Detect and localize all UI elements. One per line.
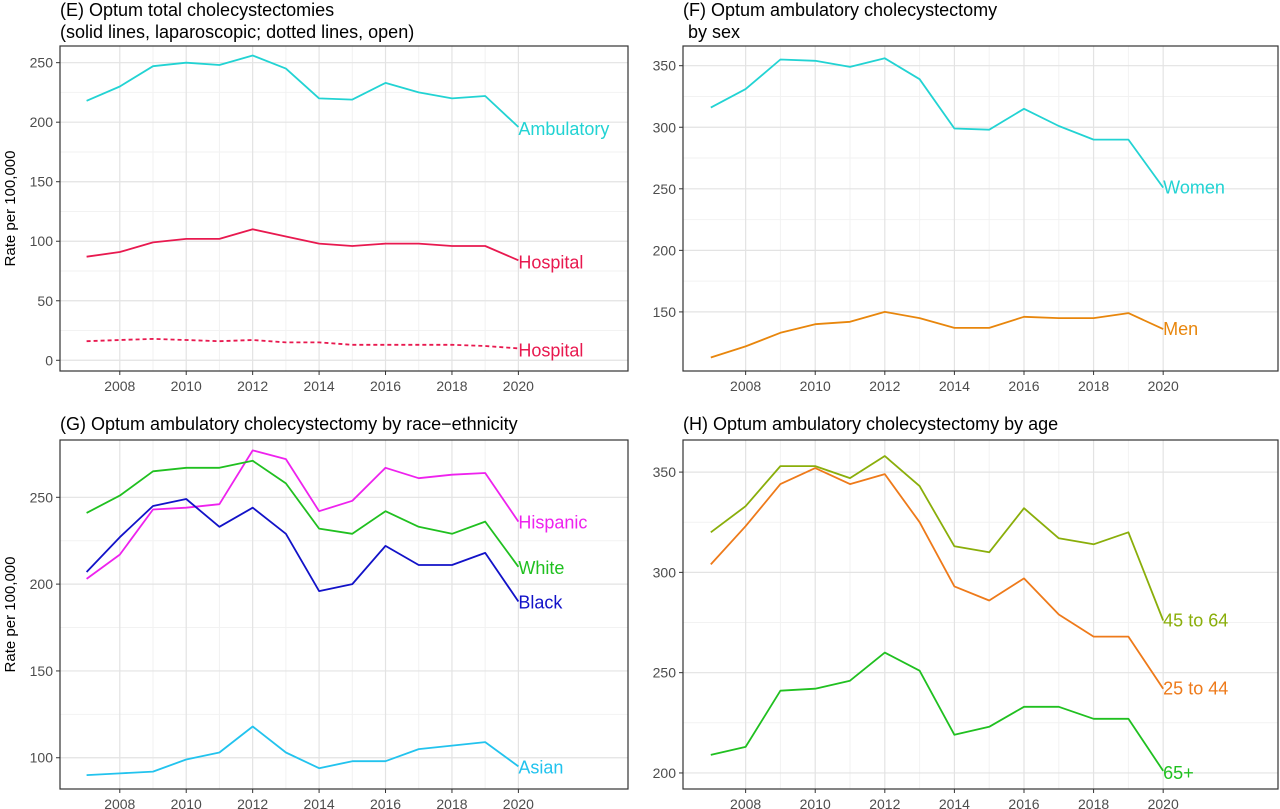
- x-tick-label: 2020: [1148, 796, 1179, 809]
- y-axis-title: Rate per 100,000: [2, 151, 19, 267]
- y-tick-label: 50: [37, 293, 53, 309]
- series-label-65: 65+: [1163, 763, 1194, 783]
- x-tick-label: 2014: [304, 796, 335, 809]
- series-line-hispanic: [86, 449, 520, 580]
- series-line-ambulatory: [86, 54, 520, 128]
- y-tick-label: 150: [30, 663, 54, 679]
- x-tick-label: 2020: [503, 796, 534, 809]
- x-tick-label: 2008: [104, 378, 135, 394]
- series-label-men: Men: [1163, 319, 1198, 339]
- x-tick-label: 2010: [800, 796, 831, 809]
- y-tick-label: 350: [653, 58, 677, 74]
- y-tick-label: 200: [653, 242, 677, 258]
- y-tick-label: 250: [30, 55, 54, 71]
- series-label-ambulatory: Ambulatory: [518, 119, 609, 139]
- y-tick-label: 200: [653, 765, 677, 781]
- y-axis-title: Rate per 100,000: [2, 557, 19, 673]
- series-label-asian: Asian: [518, 757, 563, 777]
- x-tick-label: 2012: [237, 796, 268, 809]
- series-line-black: [85, 498, 520, 603]
- series-line-asian: [86, 725, 519, 776]
- x-tick-label: 2010: [800, 378, 831, 394]
- panel-f-group: 150 200 250 300 350 2008 2010 2012 2014 2016 2018 2…: [653, 45, 1279, 394]
- x-tick-label: 2008: [104, 796, 135, 809]
- x-tick-label: 2018: [1078, 378, 1109, 394]
- panel-e-subtitle: (solid lines, laparoscopic; dotted lines…: [60, 22, 415, 42]
- panel-f-border: [682, 45, 1279, 372]
- x-tick-label: 2018: [436, 796, 467, 809]
- y-tick-label: 150: [653, 304, 677, 320]
- x-tick-label: 2014: [304, 378, 335, 394]
- y-tick-label: 100: [30, 233, 54, 249]
- panel-g-border: [59, 439, 629, 790]
- x-tick-label: 2012: [869, 796, 900, 809]
- x-tick-label: 2014: [939, 378, 970, 394]
- panel-g-title: (G) Optum ambulatory cholecystectomy by …: [60, 414, 518, 434]
- x-tick-label: 2016: [370, 796, 401, 809]
- panel-e-title: (E) Optum total cholecystectomies: [60, 0, 335, 20]
- x-tick-label: 2020: [1148, 378, 1179, 394]
- series-label-white: White: [518, 558, 564, 578]
- x-tick-label: 2008: [730, 796, 761, 809]
- series-line-45-to-64: [710, 455, 1165, 621]
- panel-g-group: 100 150 200 250 2008 2010 2012 2014 2016 2018 2020…: [2, 439, 629, 809]
- series-line-hospital-dotted: [86, 337, 519, 350]
- x-tick-label: 2014: [939, 796, 970, 809]
- series-line-white: [86, 459, 520, 568]
- panel-h-title: (H) Optum ambulatory cholecystectomy by …: [683, 414, 1059, 434]
- panel-h-border: [682, 439, 1279, 790]
- x-tick-label: 2016: [1008, 796, 1039, 809]
- panel-f-subtitle: by sex: [683, 22, 741, 42]
- y-tick-label: 0: [45, 352, 53, 368]
- panel-e-border: [59, 45, 629, 372]
- y-tick-label: 150: [30, 174, 54, 190]
- series-line-hospital: [86, 228, 519, 262]
- x-tick-label: 2012: [237, 378, 268, 394]
- y-tick-label: 100: [30, 750, 54, 766]
- y-tick-label: 200: [30, 114, 54, 130]
- x-tick-label: 2018: [436, 378, 467, 394]
- x-tick-label: 2012: [869, 378, 900, 394]
- y-tick-label: 300: [653, 564, 677, 580]
- y-tick-label: 250: [653, 181, 677, 197]
- y-tick-label: 250: [653, 665, 677, 681]
- series-line-women: [710, 57, 1164, 189]
- panel-e-group: 0 50 100 150 200 250 2008 2010 2012 2014 2016 2018 2…: [2, 45, 629, 394]
- series-label-hospital: Hospital: [518, 252, 583, 272]
- x-tick-label: 2018: [1078, 796, 1109, 809]
- y-tick-label: 200: [30, 576, 54, 592]
- series-line-65: [710, 651, 1164, 772]
- series-label-black: Black: [518, 592, 563, 612]
- y-tick-label: 250: [30, 489, 54, 505]
- y-tick-label: 350: [653, 464, 677, 480]
- x-tick-label: 2008: [730, 378, 761, 394]
- series-label-45-to-64: 45 to 64: [1163, 611, 1228, 631]
- series-line-men: [710, 310, 1164, 359]
- x-tick-label: 2010: [171, 378, 202, 394]
- series-line-25-to-44: [710, 467, 1164, 690]
- series-label-women: Women: [1163, 178, 1225, 198]
- panel-h-group: 200 250 300 350 2008 2010 2012 2014 2016 2018 2020…: [653, 439, 1279, 809]
- y-tick-label: 300: [653, 119, 677, 135]
- x-tick-label: 2016: [370, 378, 401, 394]
- x-tick-label: 2010: [171, 796, 202, 809]
- series-label-hispanic: Hispanic: [518, 513, 587, 533]
- series-label-hospital: Hospital: [518, 340, 583, 360]
- panel-f-title: (F) Optum ambulatory cholecystectomy: [683, 0, 998, 20]
- x-tick-label: 2020: [503, 378, 534, 394]
- x-tick-label: 2016: [1008, 378, 1039, 394]
- series-label-25-to-44: 25 to 44: [1163, 679, 1228, 699]
